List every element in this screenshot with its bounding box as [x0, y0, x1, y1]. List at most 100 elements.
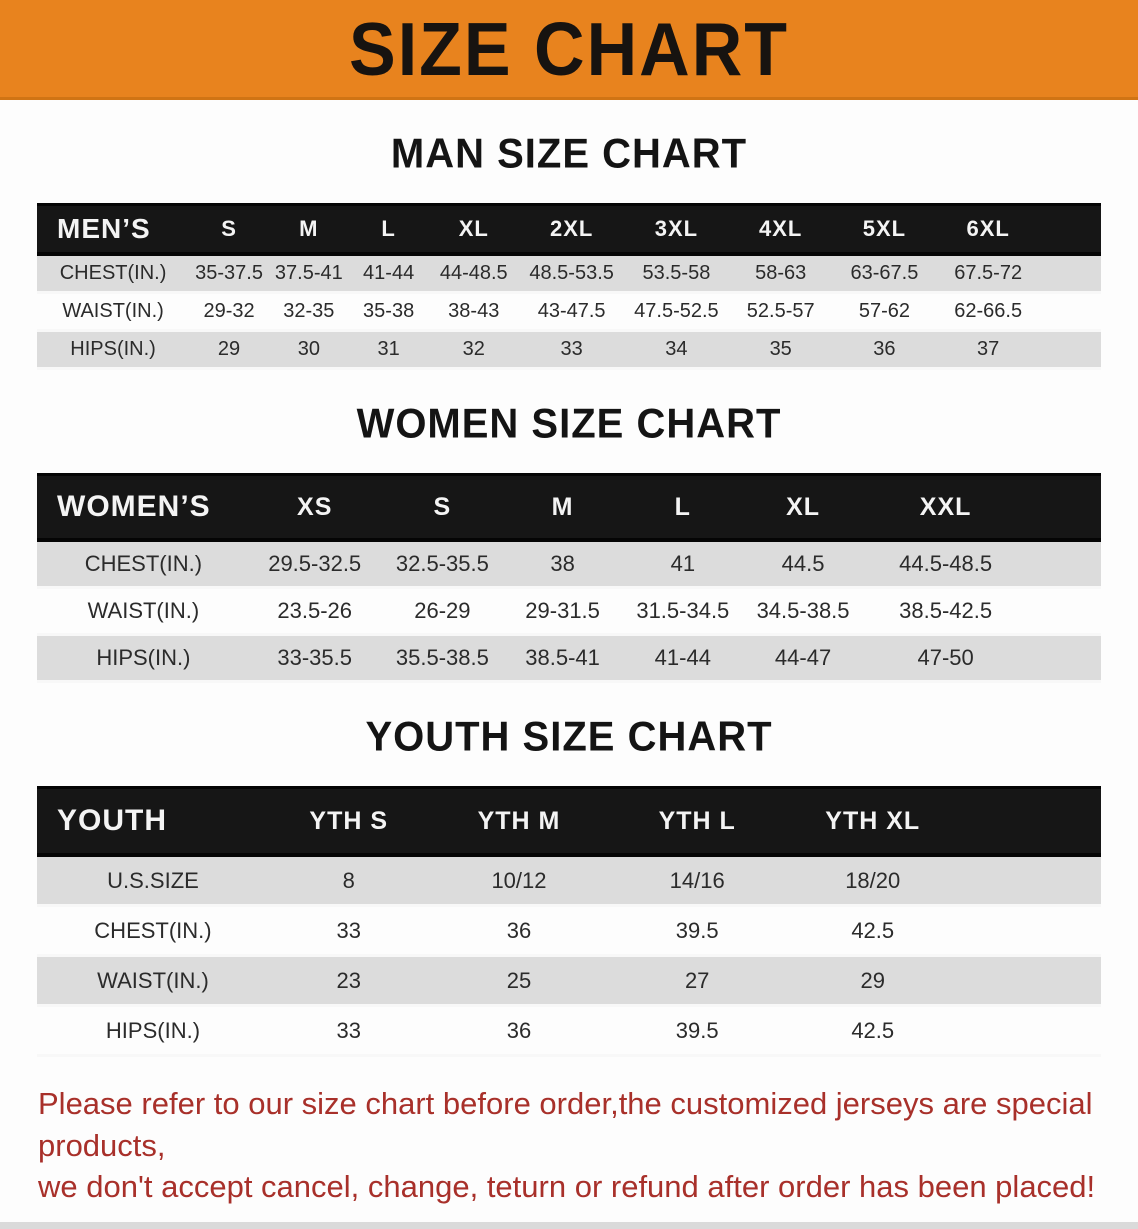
measurement-value: 32.5-35.5 — [395, 551, 489, 576]
size-column-header: XS — [249, 473, 380, 542]
measurement-value: 23.5-26 — [277, 598, 352, 623]
size-column-header: S — [189, 203, 269, 256]
measurement-value: 38.5-41 — [525, 645, 600, 670]
measurement-value: 18/20 — [845, 867, 901, 893]
banner: SIZE CHART — [0, 0, 1138, 100]
measurement-label: HIPS(IN.) — [96, 645, 191, 670]
mens-size-table: MEN’S S M L XL 2XL 3XL 4XL 5XL 6XL CHEST(IN.) 35-37… — [37, 203, 1101, 370]
size-column-header: S — [379, 473, 506, 542]
measurement-value: 41 — [670, 551, 696, 576]
spacer-cell — [961, 1006, 1102, 1056]
measurement-value: 8 — [342, 867, 355, 893]
measurement-value: 34.5-38.5 — [756, 598, 850, 623]
measurement-value: 37.5-41 — [274, 262, 343, 284]
table-title-cell: WOMEN’S — [37, 473, 250, 542]
measurement-value: 36 — [873, 338, 896, 360]
measurement-value: 35.5-38.5 — [395, 645, 489, 670]
measurement-value: 47.5-52.5 — [634, 300, 719, 322]
measurement-value: 41-44 — [654, 645, 711, 670]
size-column-header: XL — [745, 473, 861, 542]
womens-size-table: WOMEN’S XS S M L XL XXL CHEST(IN.) 29.5-32.5 32.5… — [37, 473, 1101, 683]
table-header-row: WOMEN’S XS S M L XL XXL — [37, 473, 1101, 542]
measurement-value: 35-38 — [363, 300, 415, 322]
table-row: WAIST(IN.) 29-32 32-35 35-38 38-43 43-47.5 47.… — [37, 292, 1101, 331]
table-row: HIPS(IN.) 33-35.5 35.5-38.5 38.5-41 41-44 44-… — [37, 634, 1101, 682]
measurement-value: 63-67.5 — [850, 262, 919, 284]
spacer-cell — [1040, 203, 1101, 256]
measurement-value: 35-37.5 — [195, 262, 263, 284]
spacer-cell — [1031, 540, 1101, 588]
table-row: WAIST(IN.) 23 25 27 29 — [37, 955, 1102, 1006]
size-column-header: 2XL — [518, 203, 625, 256]
spacer-cell — [1031, 635, 1101, 682]
measurement-value: 44-47 — [774, 645, 832, 670]
measurement-value: 52.5-57 — [746, 300, 815, 322]
spacer-cell — [961, 956, 1102, 1006]
size-column-header: 3XL — [624, 203, 729, 256]
measurement-value: 44.5 — [781, 551, 825, 576]
table-row: WAIST(IN.) 23.5-26 26-29 29-31.5 31.5-34.5 34… — [37, 587, 1101, 635]
spacer-cell — [961, 906, 1102, 956]
size-column-header: YTH S — [268, 786, 429, 857]
size-column-header: 6XL — [936, 203, 1041, 256]
size-column-header: XXL — [860, 473, 1031, 542]
measurement-value: 57-62 — [858, 300, 910, 322]
measurement-value: 41-44 — [363, 262, 415, 284]
spacer-cell — [1040, 254, 1101, 293]
size-column-header: YTH L — [609, 786, 785, 857]
table-row: HIPS(IN.) 33 36 39.5 42.5 — [37, 1005, 1102, 1056]
spacer-cell — [1040, 293, 1101, 331]
order-policy-note: Please refer to our size chart before or… — [0, 1083, 1138, 1208]
table-header-row: YOUTH YTH S YTH M YTH L YTH XL — [37, 786, 1101, 857]
size-column-header: M — [505, 473, 621, 542]
measurement-value: 39.5 — [675, 1017, 719, 1043]
man-size-chart-section: MAN SIZE CHART MEN’S S M L XL 2XL 3XL 4XL 5XL 6XL… — [0, 130, 1138, 370]
spacer-cell — [961, 855, 1102, 906]
page-title: SIZE CHART — [349, 6, 789, 91]
bottom-divider — [0, 1221, 1138, 1229]
measurement-label: WAIST(IN.) — [62, 300, 164, 322]
measurement-value: 48.5-53.5 — [529, 262, 614, 284]
size-column-header: YTH M — [428, 786, 610, 857]
measurement-value: 42.5 — [851, 1017, 895, 1043]
measurement-value: 33 — [336, 1017, 361, 1043]
measurement-value: 29-32 — [203, 300, 255, 322]
table-title-cell: YOUTH — [37, 786, 269, 857]
measurement-value: 33 — [336, 917, 361, 943]
size-column-header: M — [268, 203, 349, 256]
measurement-value: 29.5-32.5 — [268, 551, 362, 576]
measurement-value: 23 — [336, 967, 361, 993]
spacer-cell — [1030, 473, 1101, 542]
size-column-header: 4XL — [728, 203, 833, 256]
measurement-value: 31 — [377, 338, 400, 360]
table-row: HIPS(IN.) 29 30 31 32 33 34 35 36 37 — [37, 330, 1101, 369]
measurement-value: 44-48.5 — [439, 262, 508, 284]
measurement-value: 30 — [297, 338, 320, 360]
measurement-value: 42.5 — [851, 917, 895, 943]
measurement-value: 39.5 — [675, 917, 719, 943]
measurement-value: 32 — [462, 338, 485, 360]
size-column-header: XL — [428, 203, 519, 256]
table-header-row: MEN’S S M L XL 2XL 3XL 4XL 5XL 6XL — [37, 203, 1101, 256]
size-column-header: YTH XL — [784, 786, 961, 857]
size-column-header: L — [620, 473, 746, 542]
measurement-label: U.S.SIZE — [107, 867, 199, 893]
youth-section-heading: YOUTH SIZE CHART — [365, 713, 773, 761]
measurement-value: 33-35.5 — [277, 645, 352, 670]
measurement-value: 32-35 — [283, 300, 335, 322]
measurement-value: 67.5-72 — [954, 262, 1023, 284]
measurement-value: 38.5-42.5 — [899, 598, 993, 623]
measurement-label: WAIST(IN.) — [87, 598, 200, 623]
measurement-value: 27 — [684, 967, 710, 993]
women-size-chart-section: WOMEN SIZE CHART WOMEN’S XS S M L XL XXL CHEST(… — [0, 401, 1138, 683]
measurement-value: 25 — [506, 967, 532, 993]
size-column-header: 5XL — [832, 203, 937, 256]
man-section-heading: MAN SIZE CHART — [390, 130, 748, 178]
table-title-cell: MEN’S — [37, 203, 190, 256]
measurement-value: 47-50 — [917, 645, 974, 670]
measurement-label: CHEST(IN.) — [94, 917, 212, 943]
measurement-value: 29 — [217, 338, 241, 360]
measurement-value: 29 — [860, 967, 885, 993]
measurement-label: WAIST(IN.) — [97, 967, 209, 993]
spacer-cell — [960, 786, 1101, 857]
